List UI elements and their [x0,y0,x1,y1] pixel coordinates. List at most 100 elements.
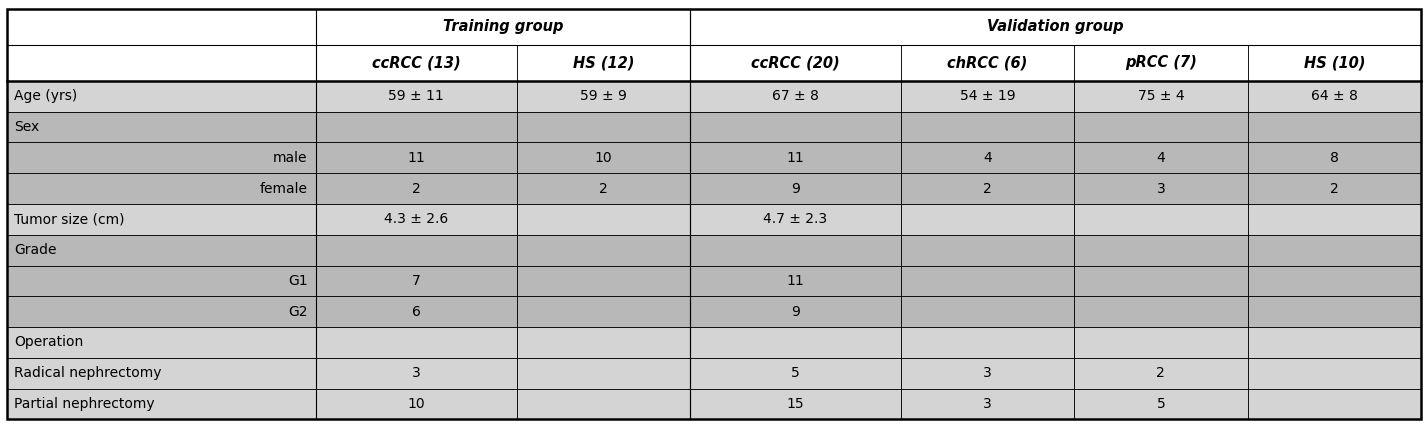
Bar [7,204,316,235]
Bar [316,81,517,112]
Bar [316,143,517,173]
Bar [316,265,517,296]
Text: ccRCC (20): ccRCC (20) [751,55,840,70]
Bar [1074,327,1248,358]
Bar [7,81,316,112]
Text: 3: 3 [411,366,421,380]
Bar [316,235,517,265]
Bar [901,358,1074,389]
Text: pRCC (7): pRCC (7) [1125,55,1197,70]
Bar [1074,235,1248,265]
Bar [517,81,690,112]
Text: 64 ± 8: 64 ± 8 [1311,89,1358,103]
Text: 59 ± 9: 59 ± 9 [580,89,627,103]
Bar [1248,358,1421,389]
Text: 75 ± 4: 75 ± 4 [1138,89,1184,103]
Text: 2: 2 [982,181,992,196]
Bar [1248,81,1421,112]
Text: Sex: Sex [14,120,40,134]
Text: 3: 3 [982,397,992,411]
Text: 9: 9 [791,305,800,319]
Bar [1248,265,1421,296]
Bar [7,296,316,327]
Text: 4: 4 [1157,151,1165,165]
Text: 2: 2 [411,181,421,196]
Bar [7,112,316,143]
Text: 54 ± 19: 54 ± 19 [960,89,1015,103]
Bar [901,45,1074,81]
Bar [1074,173,1248,204]
Bar [1074,389,1248,419]
Text: female: female [260,181,307,196]
Bar [1248,143,1421,173]
Text: HS (12): HS (12) [573,55,634,70]
Bar [690,81,901,112]
Text: 9: 9 [791,181,800,196]
Bar [1248,45,1421,81]
Bar [517,173,690,204]
Text: 10: 10 [594,151,613,165]
Bar [316,296,517,327]
Bar [1248,389,1421,419]
Text: 4.7 ± 2.3: 4.7 ± 2.3 [764,212,827,226]
Bar [7,9,316,45]
Bar [1074,204,1248,235]
Bar [690,358,901,389]
Bar [901,296,1074,327]
Bar [690,327,901,358]
Text: Tumor size (cm): Tumor size (cm) [14,212,124,226]
Text: Training group: Training group [443,19,563,34]
Text: 11: 11 [787,274,804,288]
Text: male: male [273,151,307,165]
Bar [517,389,690,419]
Bar [690,389,901,419]
Bar [517,45,690,81]
Bar [1248,296,1421,327]
Bar [901,143,1074,173]
Bar [517,204,690,235]
Bar [1074,81,1248,112]
Text: 11: 11 [787,151,804,165]
Text: 3: 3 [982,366,992,380]
Text: 2: 2 [1157,366,1165,380]
Bar [316,45,517,81]
Bar [690,265,901,296]
Text: 7: 7 [411,274,421,288]
Bar [1248,327,1421,358]
Text: 5: 5 [1157,397,1165,411]
Text: 4.3 ± 2.6: 4.3 ± 2.6 [384,212,448,226]
Bar [517,265,690,296]
Bar [901,265,1074,296]
Bar [1074,296,1248,327]
Bar [1074,112,1248,143]
Bar [1074,45,1248,81]
Text: 11: 11 [407,151,426,165]
Bar [316,112,517,143]
Bar [901,173,1074,204]
Bar [7,358,316,389]
Text: ccRCC (13): ccRCC (13) [373,55,461,70]
Bar [7,173,316,204]
Bar [7,265,316,296]
Text: Operation: Operation [14,336,83,350]
Bar [517,143,690,173]
Bar [1074,358,1248,389]
Bar [316,327,517,358]
Bar [690,143,901,173]
Bar [901,235,1074,265]
Text: 59 ± 11: 59 ± 11 [388,89,444,103]
Bar [690,45,901,81]
Text: Validation group: Validation group [987,19,1124,34]
Bar [690,296,901,327]
Text: 8: 8 [1329,151,1338,165]
Text: Age (yrs): Age (yrs) [14,89,77,103]
Bar [7,143,316,173]
Text: 67 ± 8: 67 ± 8 [773,89,818,103]
Bar [7,327,316,358]
Bar [690,112,901,143]
Text: 4: 4 [982,151,992,165]
Text: G2: G2 [288,305,307,319]
Bar [901,204,1074,235]
Text: chRCC (6): chRCC (6) [947,55,1028,70]
Bar [316,389,517,419]
